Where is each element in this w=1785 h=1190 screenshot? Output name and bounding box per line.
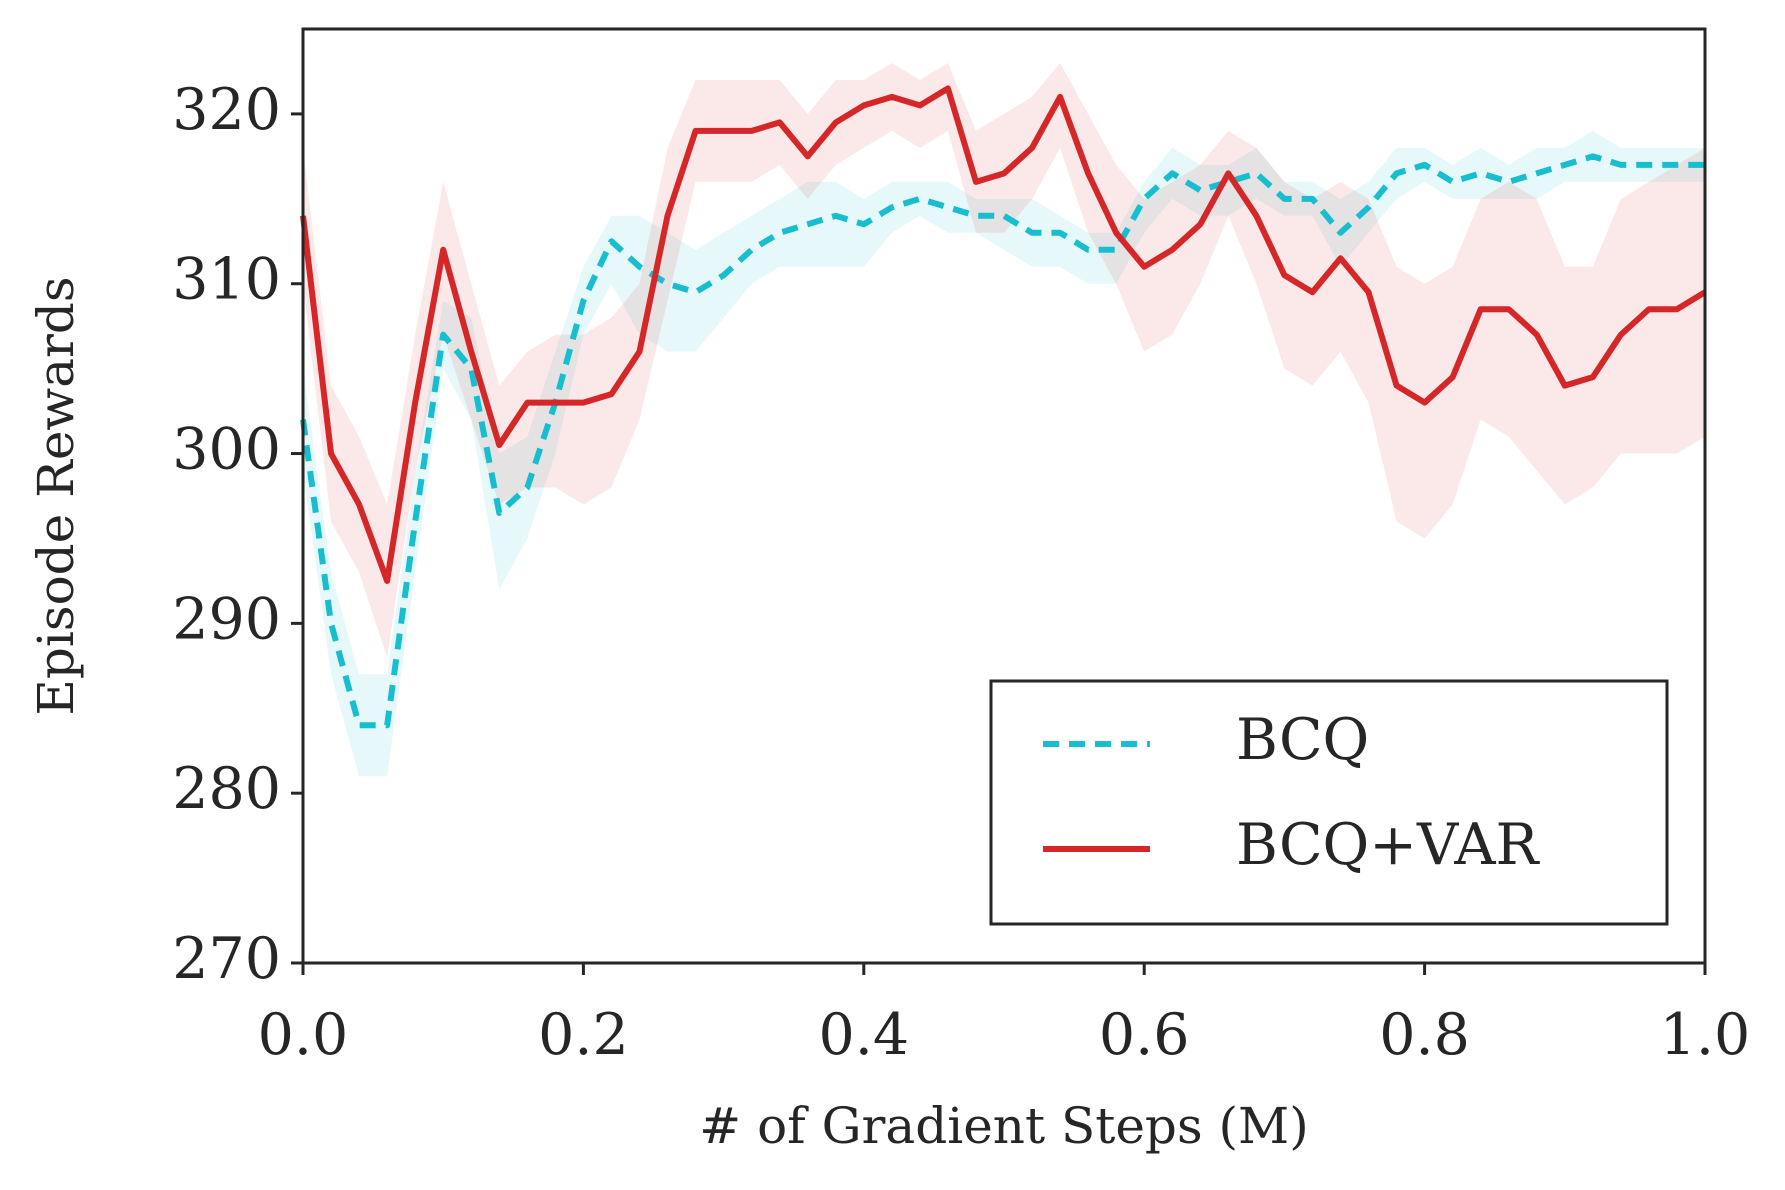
x-tick-label: 0.4 <box>818 1002 909 1068</box>
legend-label: BCQ <box>1236 707 1369 773</box>
y-tick-label: 290 <box>172 586 281 652</box>
y-tick-label: 320 <box>172 77 281 143</box>
y-axis-label: Episode Rewards <box>27 276 85 715</box>
y-tick-label: 280 <box>172 756 281 822</box>
x-axis-label: # of Gradient Steps (M) <box>699 1097 1308 1155</box>
y-tick-label: 310 <box>172 247 281 313</box>
legend-box <box>989 679 1669 926</box>
y-tick-label: 270 <box>172 926 281 992</box>
x-tick-label: 0.8 <box>1379 1002 1470 1068</box>
y-tick-label: 300 <box>172 417 281 483</box>
x-tick-label: 0.0 <box>258 1002 349 1068</box>
line-series <box>300 85 1707 584</box>
legend-label: BCQ+VAR <box>1236 812 1541 878</box>
plot-frame <box>301 27 1707 965</box>
x-tick-label: 0.6 <box>1099 1002 1190 1068</box>
line-series <box>300 153 1705 729</box>
x-tick-label: 0.2 <box>538 1002 629 1068</box>
error-band <box>303 62 1705 658</box>
x-tick-label: 1.0 <box>1660 1002 1751 1068</box>
